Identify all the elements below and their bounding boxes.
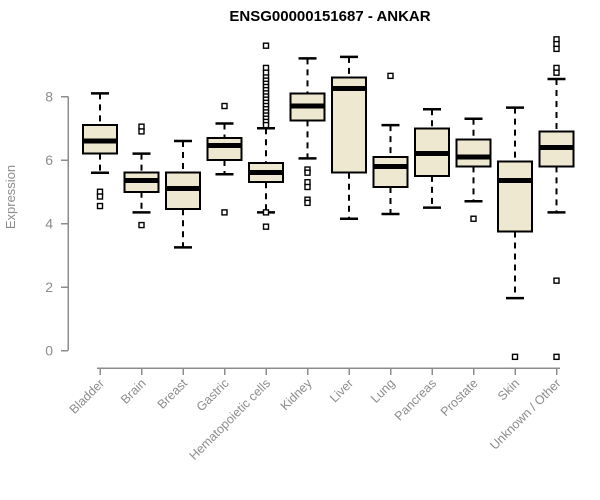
x-tick-label: Pancreas: [392, 376, 439, 423]
outlier-point: [553, 353, 560, 361]
outlier-point: [553, 69, 560, 76]
iqr-box: [372, 155, 409, 188]
x-tick-label: Prostate: [438, 376, 481, 419]
x-tick-label: Breast: [155, 376, 191, 412]
x-tick-label: Brain: [118, 376, 149, 407]
outlier-point: [511, 353, 519, 361]
box-group: [123, 123, 160, 229]
outlier-point: [138, 221, 145, 229]
iqr-box: [455, 138, 492, 168]
outlier-point: [262, 121, 270, 129]
box-group: [538, 36, 575, 361]
box-group: [497, 106, 533, 361]
x-tick-label: Unknown / Other: [487, 376, 563, 452]
box-group: [414, 107, 450, 209]
x-tick-label: Bladder: [67, 376, 107, 416]
x-tick-label: Lung: [368, 376, 398, 406]
y-tick-label: 0: [45, 343, 53, 359]
outlier-point: [553, 277, 560, 284]
chart-title: ENSG00000151687 - ANKAR: [229, 8, 430, 25]
box-group: [82, 92, 118, 210]
x-tick-label: Liver: [327, 376, 356, 405]
y-tick-label: 8: [45, 89, 53, 105]
iqr-box: [331, 76, 367, 174]
outlier-point: [304, 199, 311, 207]
iqr-box: [206, 136, 243, 161]
box-group: [165, 139, 201, 249]
box-group: [372, 72, 409, 216]
outlier-point: [470, 215, 477, 222]
outlier-point: [262, 42, 270, 49]
box-group: [289, 57, 326, 207]
outlier-point: [96, 193, 104, 200]
box-group: [455, 117, 492, 222]
outlier-point: [387, 72, 394, 80]
outlier-point: [262, 223, 270, 230]
outlier-point: [221, 209, 228, 216]
y-tick-label: 2: [45, 279, 53, 295]
y-tick-label: 4: [45, 216, 53, 232]
x-tick-label: Gastric: [194, 376, 232, 414]
box-group: [248, 42, 284, 230]
outlier-point: [262, 209, 270, 216]
outlier-point: [96, 202, 104, 210]
outlier-point: [221, 102, 228, 110]
outlier-point: [304, 169, 311, 176]
box-group: [206, 102, 243, 216]
outlier-point: [304, 183, 311, 191]
x-tick-label: Skin: [495, 376, 522, 403]
y-tick-label: 6: [45, 152, 53, 168]
x-tick-label: Hematopoietic cells: [187, 376, 274, 463]
outlier-point: [553, 45, 560, 53]
x-tick-label: Kidney: [278, 376, 315, 413]
y-axis-label: Expression: [3, 165, 18, 229]
box-series: [82, 36, 575, 361]
box-group: [331, 55, 367, 220]
outlier-point: [138, 128, 145, 135]
iqr-box: [497, 160, 533, 233]
